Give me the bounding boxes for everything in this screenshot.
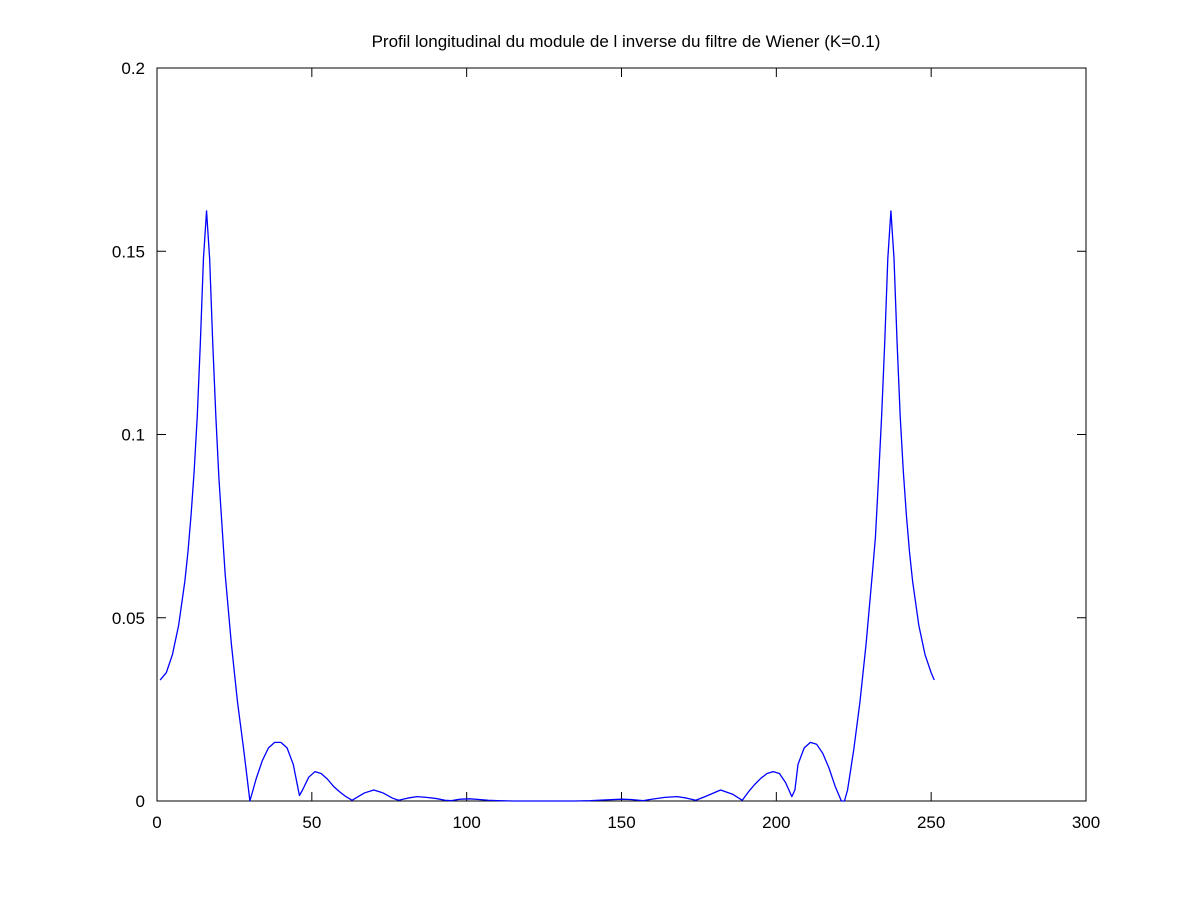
y-tick-label: 0.05 — [112, 609, 145, 628]
x-tick-label: 250 — [917, 813, 945, 832]
plot-frame — [156, 67, 1087, 802]
x-tick-label: 300 — [1072, 813, 1100, 832]
y-tick-label: 0.1 — [121, 426, 145, 445]
x-tick-label: 50 — [302, 813, 321, 832]
x-tick-label: 200 — [762, 813, 790, 832]
axis-tick-labels: 0 50 100 150 200 250 300 0 0.05 0.1 0.15 0.2 — [112, 59, 1100, 832]
y-tick-label: 0.2 — [121, 59, 145, 78]
chart-title: Profil longitudinal du module de l inver… — [372, 32, 881, 51]
y-tick-label: 0 — [136, 792, 145, 811]
x-tick-label: 0 — [152, 813, 161, 832]
y-tick-label: 0.15 — [112, 242, 145, 261]
axis-ticks — [156, 67, 1087, 802]
x-tick-label: 100 — [452, 813, 480, 832]
x-tick-label: 150 — [607, 813, 635, 832]
series-line-0 — [159, 210, 935, 802]
series-layer — [159, 210, 935, 802]
